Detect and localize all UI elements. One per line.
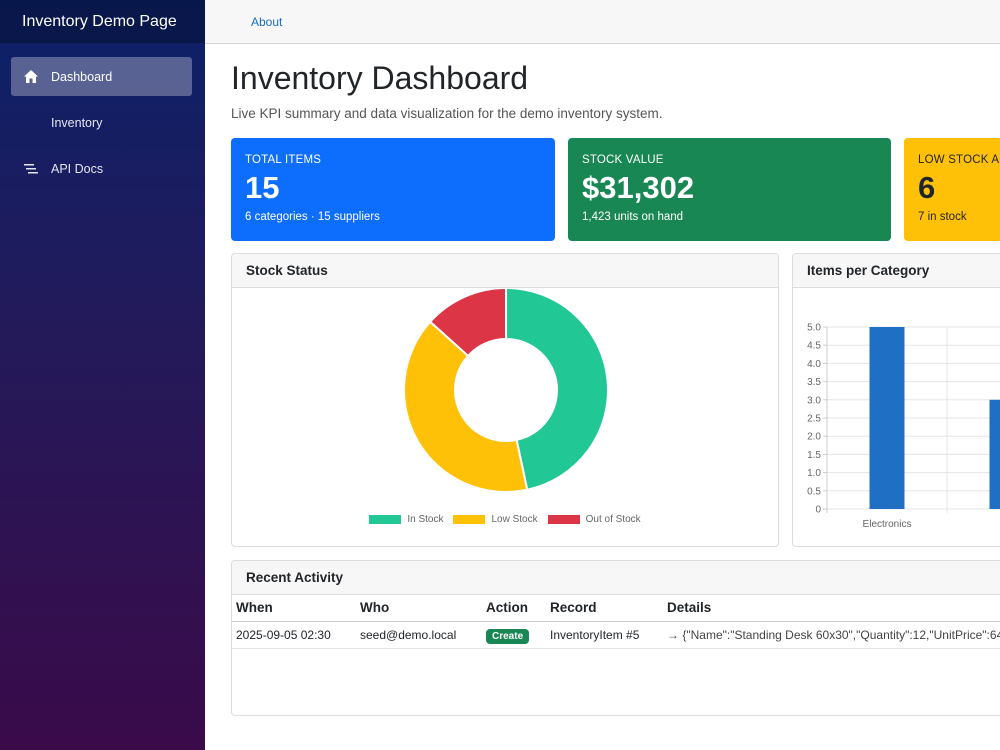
- sidebar: Inventory Demo Page Dashboard Inventory …: [0, 0, 205, 750]
- recent-activity-card: Recent Activity When Who Action Record D…: [231, 560, 1000, 716]
- kpi-label: TOTAL ITEMS: [245, 154, 322, 166]
- sidebar-item-label: Dashboard: [51, 69, 113, 84]
- sidebar-item-dashboard[interactable]: Dashboard: [11, 57, 192, 96]
- column-header-record: Record: [546, 595, 663, 622]
- column-header-when: When: [232, 595, 356, 622]
- cell-who: seed@demo.local: [356, 621, 482, 649]
- page-subtitle: Live KPI summary and data visualization …: [231, 106, 663, 121]
- activity-table: When Who Action Record Details 2025-09-0…: [232, 595, 1000, 649]
- y-tick-label: 0: [815, 505, 821, 516]
- kpi-value: 15: [245, 170, 280, 205]
- cell-record: InventoryItem #5: [546, 621, 663, 649]
- legend-item-in-stock[interactable]: In Stock: [369, 514, 443, 525]
- kpi-subtext: 1,423 units on hand: [582, 211, 684, 223]
- list-icon: [11, 163, 51, 175]
- kpi-subtext: 7 in stock: [918, 211, 967, 223]
- table-row[interactable]: 2025-09-05 02:30 seed@demo.local Create …: [232, 621, 1000, 649]
- y-tick-label: 5.0: [807, 323, 821, 334]
- donut-chart-svg: [403, 286, 609, 493]
- sidebar-nav: Dashboard Inventory API Docs: [0, 43, 205, 188]
- bar-chart-svg: 0 0.5 1.0 1.5 2.0 2.5 3.0 3.5 4.0 4.5 5.0 Electroni…: [807, 323, 1000, 530]
- home-icon: [11, 69, 51, 84]
- cell-when: 2025-09-05 02:30: [232, 621, 356, 649]
- legend-label: In Stock: [407, 514, 444, 525]
- y-tick-label: 2.0: [807, 432, 821, 443]
- legend-swatch: [369, 515, 402, 524]
- y-tick-label: 4.5: [807, 341, 821, 352]
- items-per-category-chart: 0 0.5 1.0 1.5 2.0 2.5 3.0 3.5 4.0 4.5 5.0 Electroni…: [793, 288, 1000, 546]
- y-tick-label: 4.0: [807, 359, 821, 370]
- donut-slice-out-of-stock[interactable]: [428, 286, 507, 358]
- legend-swatch: [547, 515, 580, 524]
- items-per-category-card: Items per Category 0 0.5 1.0 1.5 2.0 2.5 3.0 3.…: [792, 253, 1000, 547]
- card-title: Stock Status: [232, 254, 778, 288]
- y-tick-label: 0.5: [807, 486, 821, 497]
- legend-item-out-of-stock[interactable]: Out of Stock: [547, 514, 641, 525]
- kpi-value: $31,302: [582, 170, 695, 205]
- column-header-details: Details: [663, 595, 1000, 622]
- bar-fu[interactable]: [989, 399, 1000, 509]
- column-header-action: Action: [482, 595, 546, 622]
- legend-label: Out of Stock: [585, 514, 641, 525]
- kpi-value: 6: [918, 170, 936, 205]
- kpi-label: STOCK VALUE: [582, 154, 664, 166]
- kpi-card-total-items: TOTAL ITEMS 15 6 categories · 15 supplie…: [231, 138, 555, 241]
- card-title: Recent Activity: [232, 561, 1000, 595]
- bar-electronics[interactable]: [869, 327, 905, 509]
- sidebar-item-label: API Docs: [51, 161, 104, 176]
- top-bar: About: [205, 0, 1000, 44]
- kpi-card-low-stock: LOW STOCK ALERTS 6 7 in stock: [904, 138, 1000, 241]
- stock-status-chart: In Stock Low Stock Out of Stock: [232, 286, 778, 546]
- y-tick-label: 3.5: [807, 377, 821, 388]
- page-title: Inventory Dashboard: [231, 60, 529, 96]
- y-tick-label: 1.0: [807, 468, 821, 479]
- about-link[interactable]: About: [251, 14, 283, 29]
- legend-swatch: [453, 515, 486, 524]
- kpi-label: LOW STOCK ALERTS: [918, 154, 1000, 166]
- legend-item-low-stock[interactable]: Low Stock: [453, 514, 538, 525]
- y-tick-label: 3.0: [807, 395, 821, 406]
- y-tick-label: 2.5: [807, 414, 821, 425]
- card-title: Items per Category: [793, 254, 1000, 288]
- stock-status-card: Stock Status In Stock Low Stock Out of Sto…: [231, 253, 779, 547]
- table-header-row: When Who Action Record Details: [232, 595, 1000, 622]
- donut-slice-low-stock[interactable]: [403, 320, 529, 493]
- x-tick-label: Electronics: [863, 519, 912, 530]
- chart-legend: In Stock Low Stock Out of Stock: [232, 514, 778, 525]
- action-badge: Create: [486, 628, 530, 644]
- kpi-subtext: 6 categories · 15 suppliers: [245, 211, 380, 223]
- kpi-card-stock-value: STOCK VALUE $31,302 1,423 units on hand: [568, 138, 891, 241]
- y-tick-label: 1.5: [807, 450, 821, 461]
- donut-slice-in-stock[interactable]: [505, 286, 609, 491]
- cell-action: Create: [482, 621, 546, 649]
- sidebar-item-label: Inventory: [51, 115, 103, 130]
- cell-details: → {"Name":"Standing Desk 60x30","Quantit…: [663, 621, 1000, 649]
- sidebar-item-inventory[interactable]: Inventory: [11, 103, 192, 142]
- brand-title[interactable]: Inventory Demo Page: [0, 0, 205, 43]
- legend-label: Low Stock: [491, 514, 538, 525]
- column-header-who: Who: [356, 595, 482, 622]
- main-content: Inventory Dashboard Live KPI summary and…: [205, 44, 1000, 750]
- sidebar-item-api-docs[interactable]: API Docs: [11, 149, 192, 188]
